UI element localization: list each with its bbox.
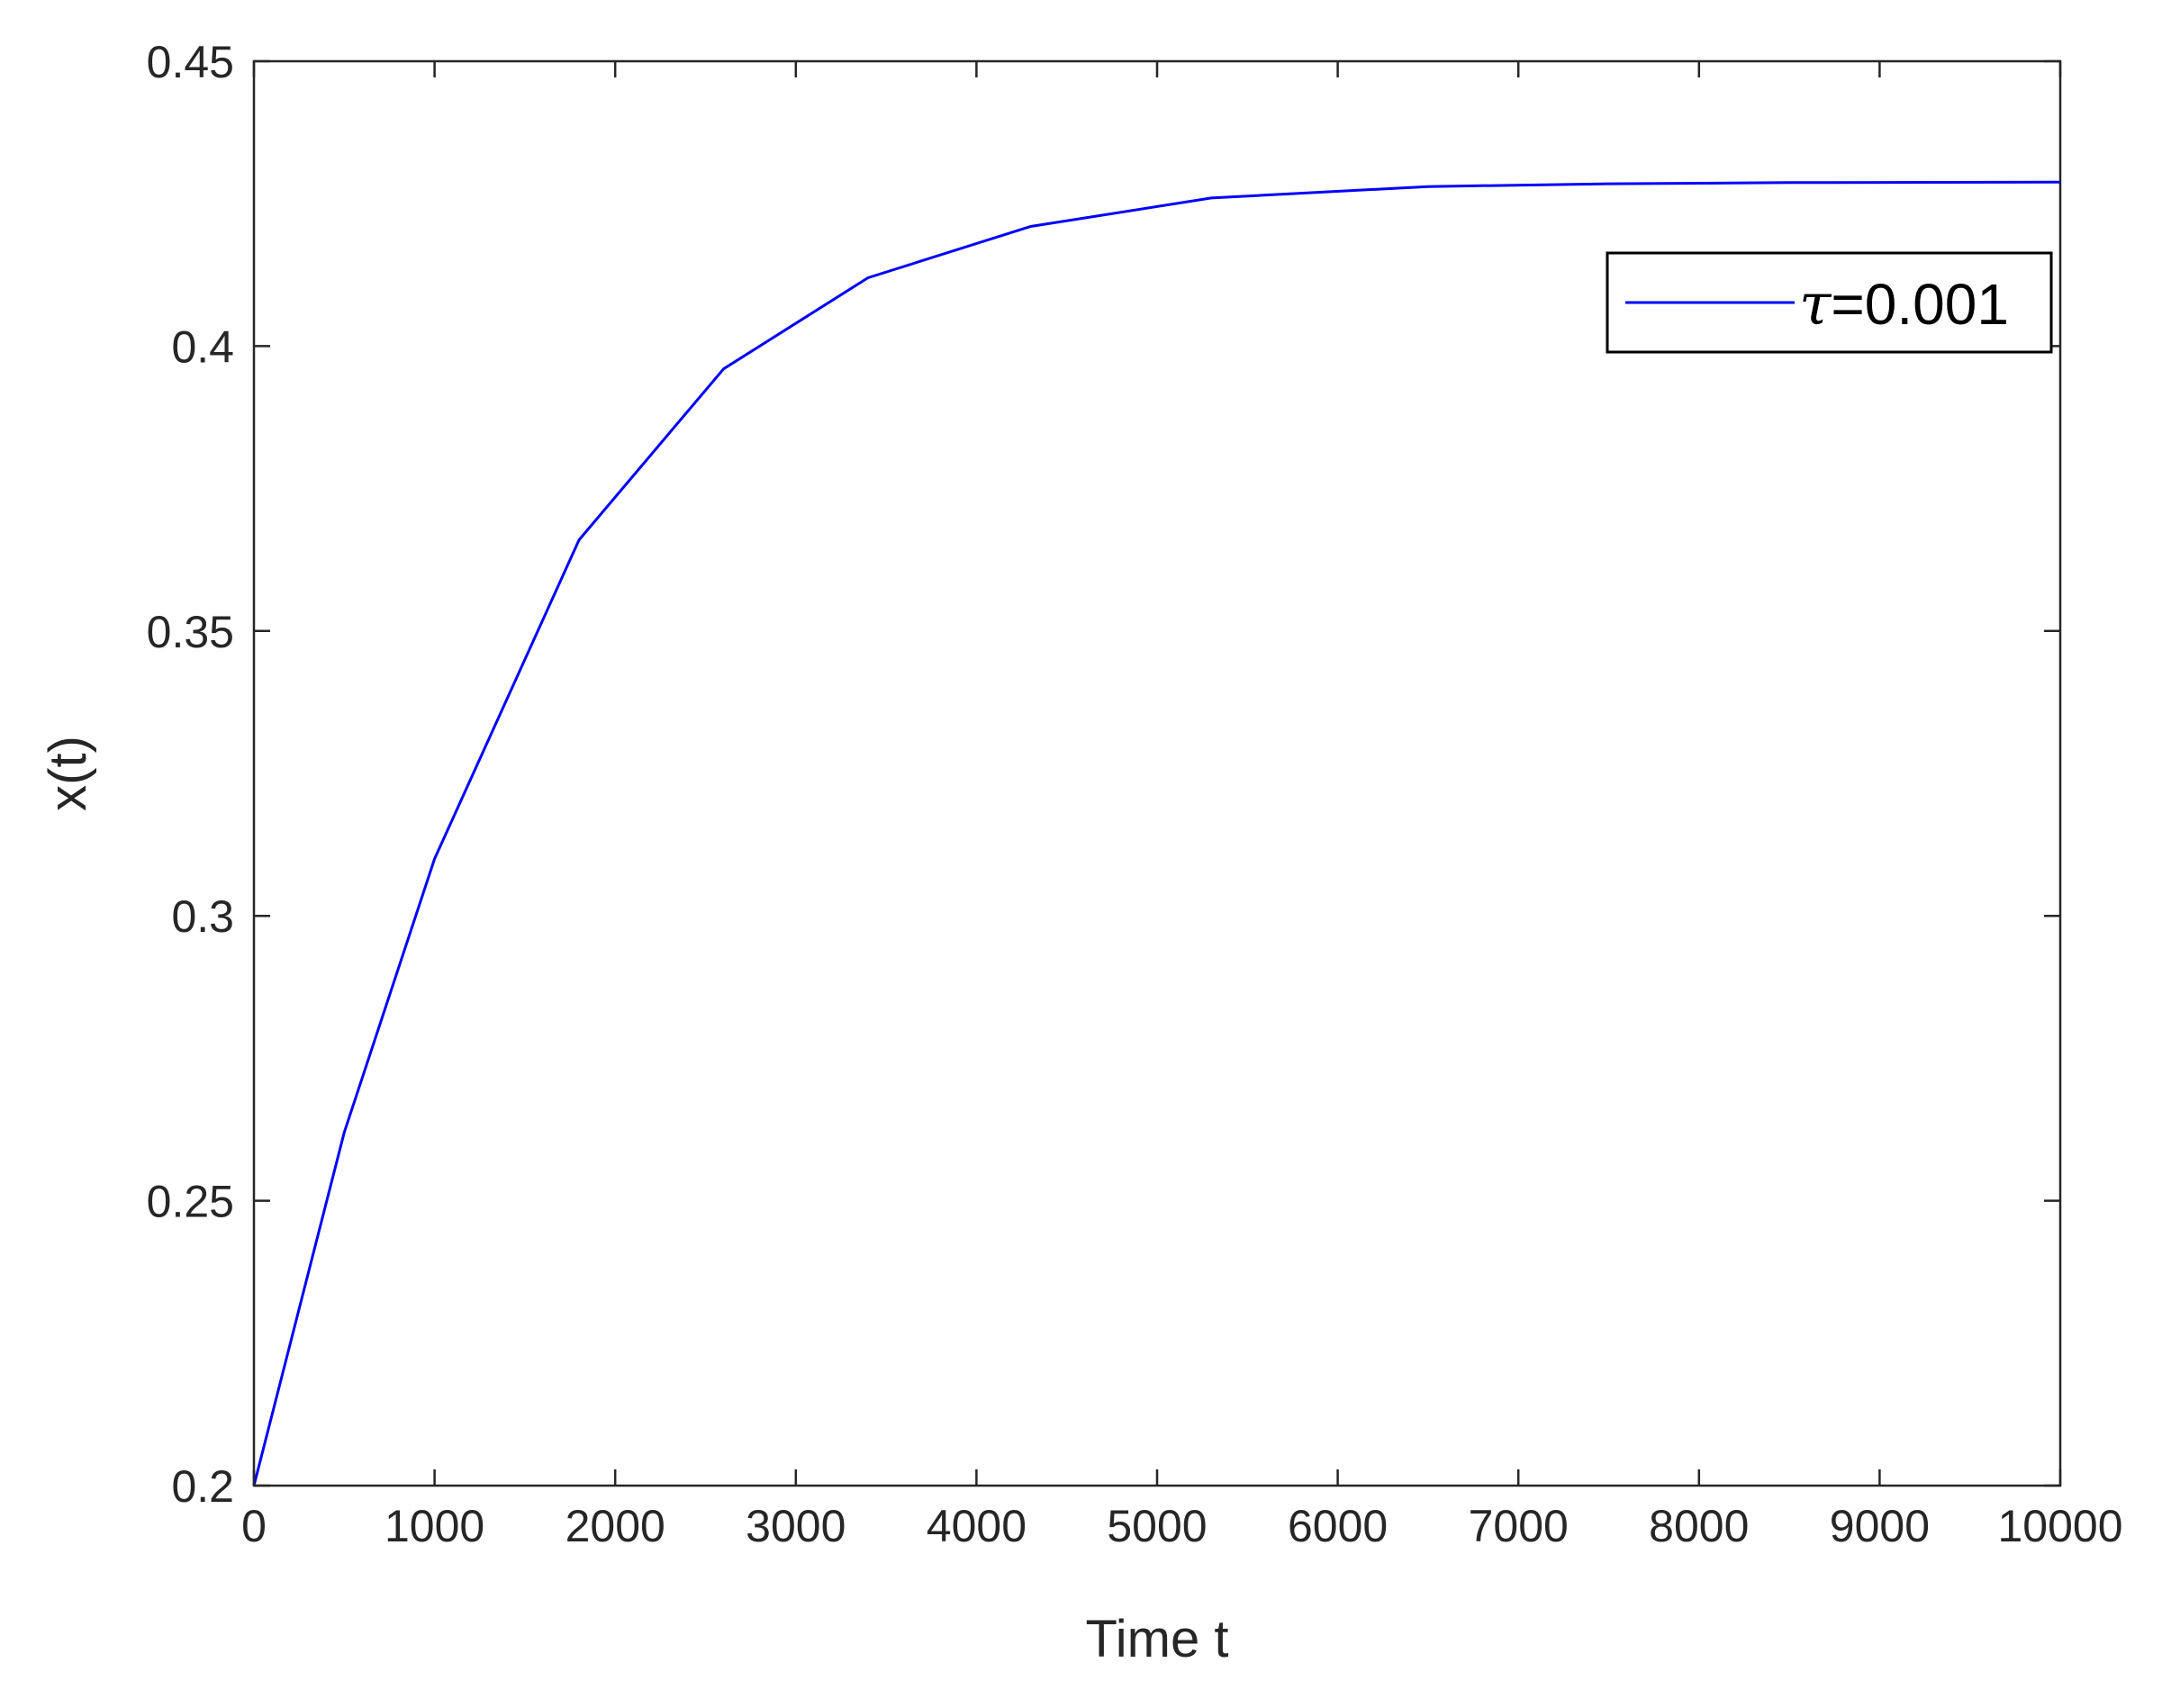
x-tick-label: 7000 bbox=[1469, 1501, 1569, 1551]
ticks-layer bbox=[252, 59, 2062, 1487]
x-tick-label: 10000 bbox=[1997, 1501, 2122, 1551]
legend-label: τ=0.001 bbox=[1799, 272, 2009, 339]
x-tick-label: 6000 bbox=[1288, 1501, 1388, 1551]
y-tick-label: 0.25 bbox=[147, 1177, 234, 1227]
x-tick-label: 9000 bbox=[1830, 1501, 1930, 1551]
x-tick-label: 1000 bbox=[384, 1501, 484, 1551]
y-axis-title: x(t) bbox=[39, 736, 97, 811]
labels-layer: 0 1000 2000 3000 4000 5000 6000 7000 8000 9000 100… bbox=[147, 37, 2123, 1551]
x-axis-title: Time t bbox=[1086, 1610, 1229, 1668]
legend-tau-symbol: τ bbox=[1799, 272, 1832, 339]
y-tick-label: 0.4 bbox=[171, 321, 234, 372]
x-tick-label: 2000 bbox=[565, 1501, 665, 1551]
y-tick-label: 0.2 bbox=[171, 1461, 234, 1512]
x-tick-label: 5000 bbox=[1107, 1501, 1207, 1551]
x-tick-label: 3000 bbox=[746, 1501, 846, 1551]
x-tick-label: 4000 bbox=[927, 1501, 1027, 1551]
x-tick-label: 8000 bbox=[1649, 1501, 1749, 1551]
series-line bbox=[252, 180, 2061, 1487]
legend: τ=0.001 bbox=[1606, 251, 2053, 354]
y-tick-label: 0.3 bbox=[171, 891, 234, 942]
series-layer bbox=[252, 180, 2061, 1487]
y-tick-label: 0.45 bbox=[147, 37, 234, 87]
legend-tau-value: =0.001 bbox=[1831, 272, 2009, 337]
x-tick-label: 0 bbox=[241, 1501, 267, 1551]
y-tick-label: 0.35 bbox=[147, 607, 234, 657]
